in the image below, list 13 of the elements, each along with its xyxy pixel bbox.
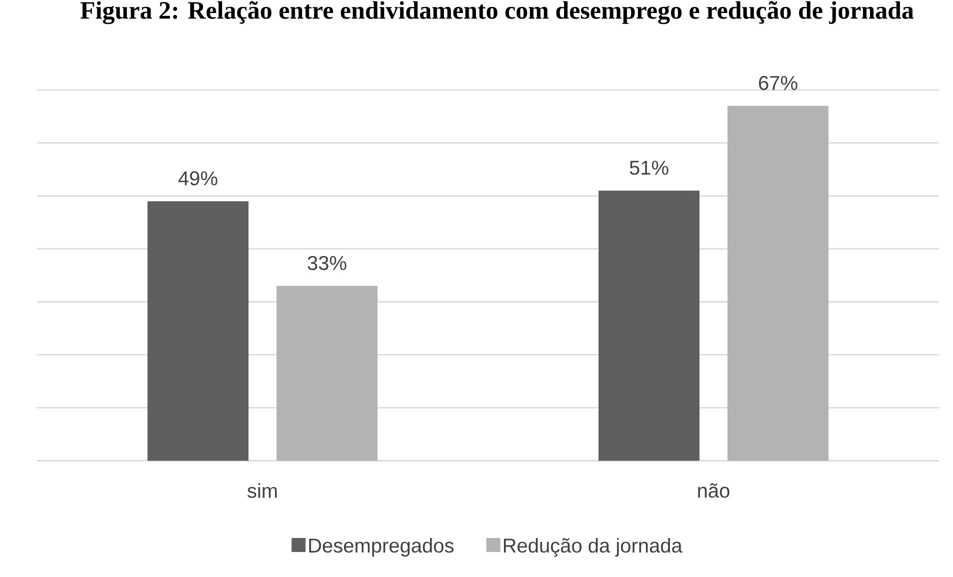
bar — [728, 106, 828, 461]
legend-label: Desempregados — [309, 538, 454, 557]
bar — [598, 190, 700, 461]
x-tick-label: sim — [248, 483, 277, 498]
legend-label: Redução da jornada — [504, 538, 682, 557]
x-tick-label: não — [698, 483, 730, 498]
bar — [276, 286, 378, 461]
chart-title: Figura 2: Relação entre endividamento com desemprego e redução de jornada — [80, 1, 914, 24]
data-label: 33% — [308, 256, 346, 270]
data-label: 49% — [178, 171, 218, 186]
data-label: 67% — [759, 76, 798, 90]
bar — [148, 201, 249, 461]
data-label: 51% — [630, 160, 668, 175]
